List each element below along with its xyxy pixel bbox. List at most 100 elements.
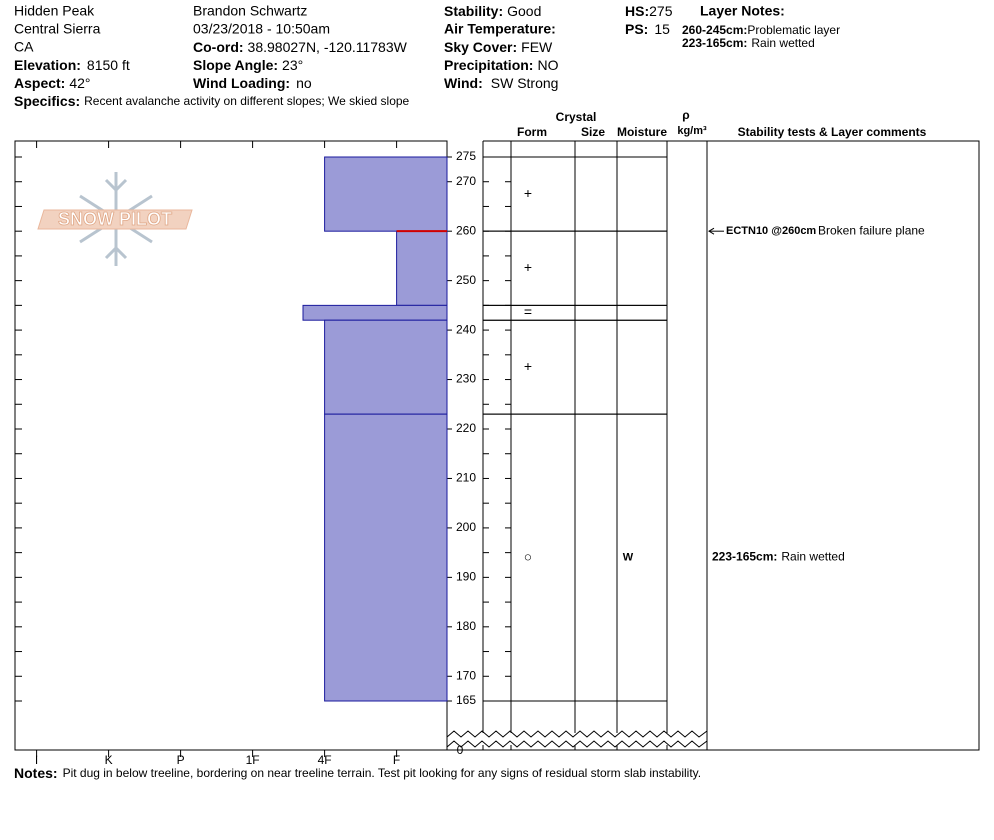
density-unit: kg/m³ [677, 125, 707, 137]
depth-tick-label: 165 [456, 693, 476, 707]
hardness-tick-label: F [393, 753, 400, 767]
value: 275 [649, 3, 673, 19]
header: Hidden Peak Central Sierra CA Elevation:… [14, 3, 840, 109]
test-arrowhead [708, 227, 715, 235]
text: Problematic layer [747, 23, 840, 37]
depth-tick-label: 230 [456, 372, 476, 386]
range: Central Sierra [14, 21, 101, 37]
hardness-bar [324, 413, 448, 702]
hardness-tick-label: K [105, 753, 113, 767]
wind-loading: Wind Loading: no [193, 75, 312, 91]
depth-tick-label: 250 [456, 273, 476, 287]
layer-note: 223-165cm: Rain wetted [682, 36, 815, 50]
state: CA [14, 39, 34, 55]
text: Pit dug in below treeline, bordering on … [63, 766, 702, 780]
datetime: 03/23/2018 - 10:50am [193, 21, 330, 37]
test-comment: Broken failure plane [818, 223, 925, 237]
comments: Stability tests & Layer comments [738, 125, 927, 139]
depth-tick-label: 275 [456, 149, 476, 163]
value: 42° [69, 75, 90, 91]
hardness-tick-label: I [35, 753, 38, 767]
grain-form: + [524, 185, 532, 201]
label: Aspect: [14, 75, 65, 91]
moisture: Moisture [617, 125, 667, 139]
layer-comment: 223-165cm: Rain wetted [712, 550, 845, 564]
location: Hidden Peak [14, 3, 95, 19]
range: 223-165cm: [712, 550, 777, 564]
column-lines [482, 141, 668, 750]
depth-tick-label: 240 [456, 322, 476, 336]
aspect: Aspect: 42° [14, 75, 91, 91]
grain-form: = [524, 303, 532, 319]
layer-note: 260-245cm:Problematic layer [682, 23, 840, 37]
depth-tick-label: 210 [456, 471, 476, 485]
value: no [296, 75, 312, 91]
rho: ρ [682, 108, 689, 122]
slope-angle: Slope Angle: 23° [193, 57, 303, 73]
hardness-tick-label: 1F [246, 753, 260, 767]
layer-notes-title: Layer Notes: [700, 3, 785, 19]
sky-cover: Sky Cover: FEW [444, 39, 553, 55]
notes: Notes: Pit dug in below treeline, borderi… [14, 765, 701, 781]
specifics: Specifics: Recent avalanche activity on d… [14, 93, 410, 109]
hardness-bar [396, 230, 448, 306]
depth-tick-label: 190 [456, 570, 476, 584]
air-temperature: Air Temperature: [444, 21, 556, 37]
coord: Co-ord: 38.98027N, -120.11783W [193, 39, 408, 55]
crystal: Crystal [556, 110, 597, 124]
text: Rain wetted [751, 36, 814, 50]
hardness-bar [302, 304, 448, 321]
depth-tick-label: 170 [456, 668, 476, 682]
elevation: Elevation: 8150 ft [14, 57, 130, 73]
depth-bottom-label: 0 [457, 743, 464, 757]
size: Size [581, 125, 605, 139]
value: SW Strong [491, 75, 559, 91]
range: 223-165cm: [682, 36, 747, 50]
label: HS: [625, 3, 649, 19]
comments-frame [706, 140, 980, 751]
label: Stability: [444, 3, 503, 19]
form: Form [517, 125, 547, 139]
logo: SNOW PILOT [37, 172, 193, 266]
value: 38.98027N, -120.11783W [248, 39, 408, 55]
depth-tick-label: 200 [456, 520, 476, 534]
label: Elevation: [14, 57, 81, 73]
hs: HS:275 [625, 3, 673, 19]
label: Wind: [444, 75, 483, 91]
value: 15 [654, 21, 670, 37]
value: FEW [521, 39, 553, 55]
precipitation: Precipitation: NO [444, 57, 559, 73]
depth-tick-label: 220 [456, 421, 476, 435]
grain-form: ○ [524, 548, 532, 564]
observer: Brandon Schwartz [193, 3, 307, 19]
depth-tick-label: 270 [456, 174, 476, 188]
label: Slope Angle: [193, 57, 278, 73]
stability: Stability: Good [444, 3, 541, 19]
value: NO [537, 57, 558, 73]
axis-break [446, 740, 708, 748]
label: PS: [625, 21, 648, 37]
wind: Wind: SW Strong [444, 75, 558, 91]
label: Precipitation: [444, 57, 533, 73]
grain-form: + [524, 259, 532, 275]
value: 8150 ft [87, 57, 130, 73]
text: Rain wetted [781, 550, 844, 564]
hardness-bar [324, 319, 448, 415]
depth-tick-label: 260 [456, 223, 476, 237]
value: Good [507, 3, 541, 19]
ps: PS: 15 [625, 21, 670, 37]
label: Specifics: [14, 93, 80, 109]
label: Co-ord: [193, 39, 244, 55]
value: 23° [282, 57, 303, 73]
depth-tick-label: 180 [456, 619, 476, 633]
hardness-tick-label: 4F [318, 753, 332, 767]
test-label: ECTN10 @260cm [726, 225, 816, 237]
grain-form: + [524, 358, 532, 374]
moisture: W [623, 551, 634, 563]
logo-text: SNOW PILOT [58, 209, 172, 229]
range: 260-245cm: [682, 23, 747, 37]
hardness-tick-label: P [177, 753, 185, 767]
value: Recent avalanche activity on different s… [84, 94, 409, 108]
column-headers: Crystal Form Size Moisture ρ kg/m³ Stabi… [517, 108, 927, 139]
